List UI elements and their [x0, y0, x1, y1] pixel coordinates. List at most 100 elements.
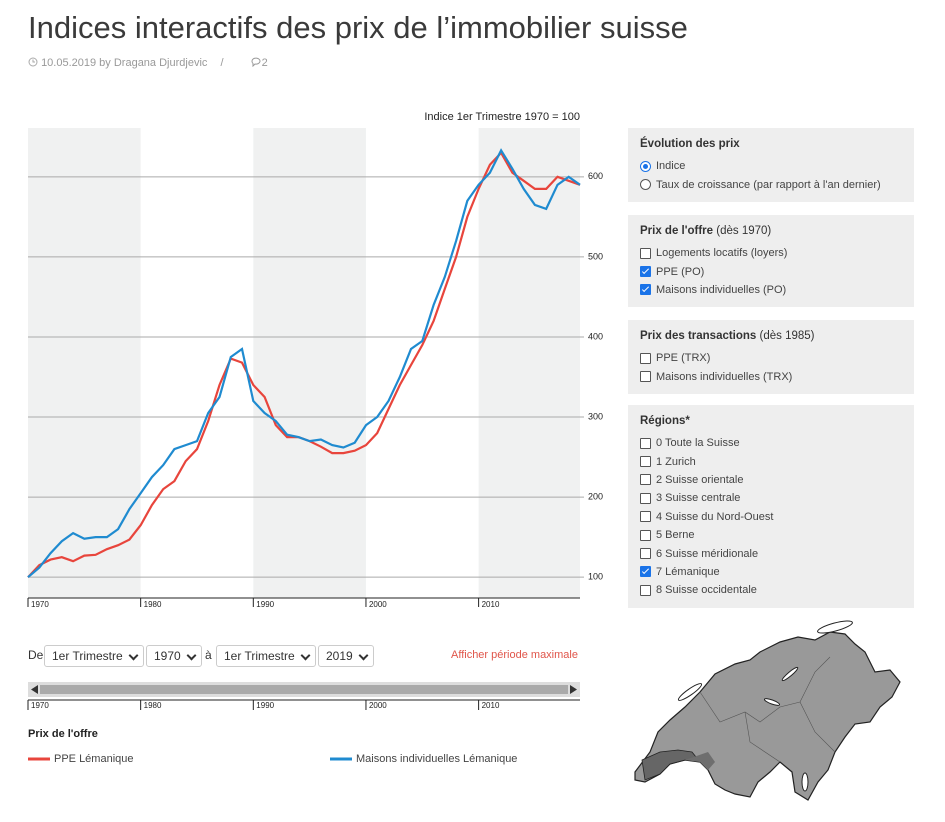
lakes [677, 620, 853, 792]
legend-title: Prix de l'offre [28, 728, 98, 740]
x-tick-label: 2010 [482, 600, 500, 609]
checkbox-input[interactable] [640, 456, 651, 468]
checkbox-input[interactable] [640, 529, 651, 541]
x-tick-label: 2000 [369, 600, 387, 609]
panel-title-text: Prix de l'offre [640, 225, 714, 237]
legend-label: Maisons individuelles Lémanique [356, 753, 517, 765]
comment-number: 2 [261, 57, 268, 69]
checkbox-input[interactable] [640, 437, 651, 449]
option[interactable]: Taux de croissance (par rapport à l'an d… [640, 175, 900, 193]
from-label: De [28, 648, 44, 662]
panel-title-note: (dès 1970) [716, 225, 772, 237]
option[interactable]: Logements locatifs (loyers) [640, 244, 900, 262]
option-label: 1 Zurich [656, 455, 696, 468]
checkbox-input[interactable] [640, 566, 651, 578]
slider-range [40, 685, 568, 694]
reset-link[interactable]: Afficher période maximale [451, 649, 578, 661]
checkbox-input[interactable] [640, 247, 651, 259]
legend-label: PPE Lémanique [54, 753, 134, 765]
slider-tick-label: 1970 [31, 701, 49, 710]
option-label: 0 Toute la Suisse [656, 437, 740, 450]
option[interactable]: 0 Toute la Suisse [640, 434, 900, 452]
checkbox-input[interactable] [640, 474, 651, 486]
checkbox-input[interactable] [640, 584, 651, 596]
from-period-select[interactable]: 1er Trimestre [44, 645, 144, 667]
filter-panel: Évolution des prix Indice Taux de croissan… [628, 128, 914, 202]
option-label: Logements locatifs (loyers) [656, 247, 788, 260]
option-label: 5 Berne [656, 529, 695, 542]
chart: Indice 1er Trimestre 1970 = 100 100 200 300… [27, 111, 603, 765]
option-label: 6 Suisse méridionale [656, 547, 759, 560]
to-label: à [205, 648, 212, 662]
checkbox-input[interactable] [640, 548, 651, 560]
option[interactable]: Maisons individuelles (PO) [640, 281, 900, 299]
region-borders [699, 656, 836, 763]
option-label: 2 Suisse orientale [656, 473, 744, 486]
panel-title: Prix des transactions (dès 1985) [640, 330, 900, 342]
post-meta: 10.05.2019 by Dragana Djurdjevic / 2 [28, 57, 276, 69]
option[interactable]: PPE (TRX) [640, 349, 900, 367]
slider-tick-label: 2000 [369, 701, 387, 710]
radio-input[interactable] [640, 179, 651, 191]
y-tick-label: 200 [588, 491, 603, 501]
y-tick-label: 100 [588, 572, 603, 582]
decade-band [253, 128, 366, 598]
panel-title: Prix de l'offre (dès 1970) [640, 225, 900, 237]
clock-icon [28, 57, 38, 67]
switzerland-map [634, 620, 901, 801]
radio-input[interactable] [640, 160, 651, 172]
panel-title-text: Évolution des prix [640, 138, 740, 150]
option-label: 7 Lémanique [656, 565, 720, 578]
series-line [27, 148, 581, 579]
decade-band [28, 128, 141, 598]
y-tick-label: 400 [588, 331, 603, 341]
option-label: Taux de croissance (par rapport à l'an d… [656, 178, 881, 191]
option[interactable]: 5 Berne [640, 526, 900, 544]
y-tick-label: 500 [588, 251, 603, 261]
option[interactable]: PPE (PO) [640, 262, 900, 280]
checkbox-input[interactable] [640, 511, 651, 523]
option[interactable]: 1 Zurich [640, 452, 900, 470]
checkbox-input[interactable] [640, 266, 651, 278]
region-valais-west [685, 752, 715, 770]
x-tick-label: 1980 [144, 600, 162, 609]
comment-count[interactable]: 2 [251, 57, 272, 69]
slider-right-arrow [570, 685, 577, 694]
page-title: Indices interactifs des prix de l’immobi… [28, 10, 688, 45]
panel-title: Régions* [640, 415, 900, 427]
y-tick-label: 300 [588, 411, 603, 421]
option[interactable]: 3 Suisse centrale [640, 489, 900, 507]
option[interactable]: 8 Suisse occidentale [640, 581, 900, 599]
option[interactable]: 2 Suisse orientale [640, 471, 900, 489]
option-label: Maisons individuelles (TRX) [656, 370, 793, 383]
option[interactable]: 6 Suisse méridionale [640, 544, 900, 562]
slider-left-arrow [31, 685, 38, 694]
checkbox-input[interactable] [640, 352, 651, 364]
filter-panel: Régions* 0 Toute la Suisse 1 Zurich 2 Suiss… [628, 405, 914, 608]
checkbox-input[interactable] [640, 492, 651, 504]
option-label: PPE (PO) [656, 265, 705, 278]
option-label: PPE (TRX) [656, 352, 711, 365]
option-label: Indice [656, 160, 686, 173]
option[interactable]: 4 Suisse du Nord-Ouest [640, 508, 900, 526]
option-label: Maisons individuelles (PO) [656, 283, 787, 296]
filter-panel: Prix de l'offre (dès 1970) Logements loca… [628, 215, 914, 308]
separator: / [220, 57, 224, 69]
option[interactable]: Indice [640, 157, 900, 175]
slider-tick-label: 1990 [256, 701, 274, 710]
decade-band [478, 128, 580, 598]
to-year-select[interactable]: 2019 [318, 645, 374, 667]
comment-icon [251, 57, 261, 68]
slider-tick-label: 1980 [144, 701, 162, 710]
option[interactable]: 7 Lémanique [640, 563, 900, 581]
from-year-select[interactable]: 1970 [146, 645, 202, 667]
option-label: 3 Suisse centrale [656, 492, 741, 505]
y-tick-label: 600 [588, 171, 603, 181]
option-label: 8 Suisse occidentale [656, 584, 757, 597]
slider-tick-label: 2010 [482, 701, 500, 710]
to-period-select[interactable]: 1er Trimestre [216, 645, 316, 667]
checkbox-input[interactable] [640, 371, 651, 383]
option[interactable]: Maisons individuelles (TRX) [640, 367, 900, 385]
checkbox-input[interactable] [640, 284, 651, 296]
